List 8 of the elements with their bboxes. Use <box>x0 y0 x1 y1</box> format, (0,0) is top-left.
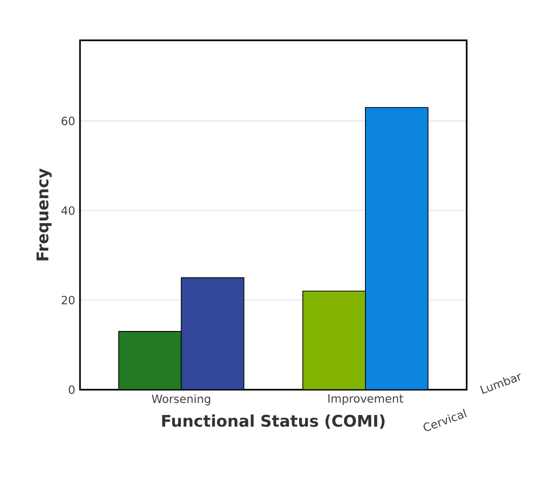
y-tick-label: 20 <box>62 296 75 304</box>
y-axis-title: Frequency <box>36 168 52 260</box>
y-tick-label: 60 <box>62 116 75 126</box>
y-tick-label: 40 <box>61 206 75 215</box>
x-axis-title: Functional Status (COMI) <box>162 414 385 429</box>
x-tick-label: Improvement <box>328 394 404 405</box>
y-tick-label: 0 <box>68 385 75 394</box>
x-tick-label: Worsening <box>152 394 210 406</box>
